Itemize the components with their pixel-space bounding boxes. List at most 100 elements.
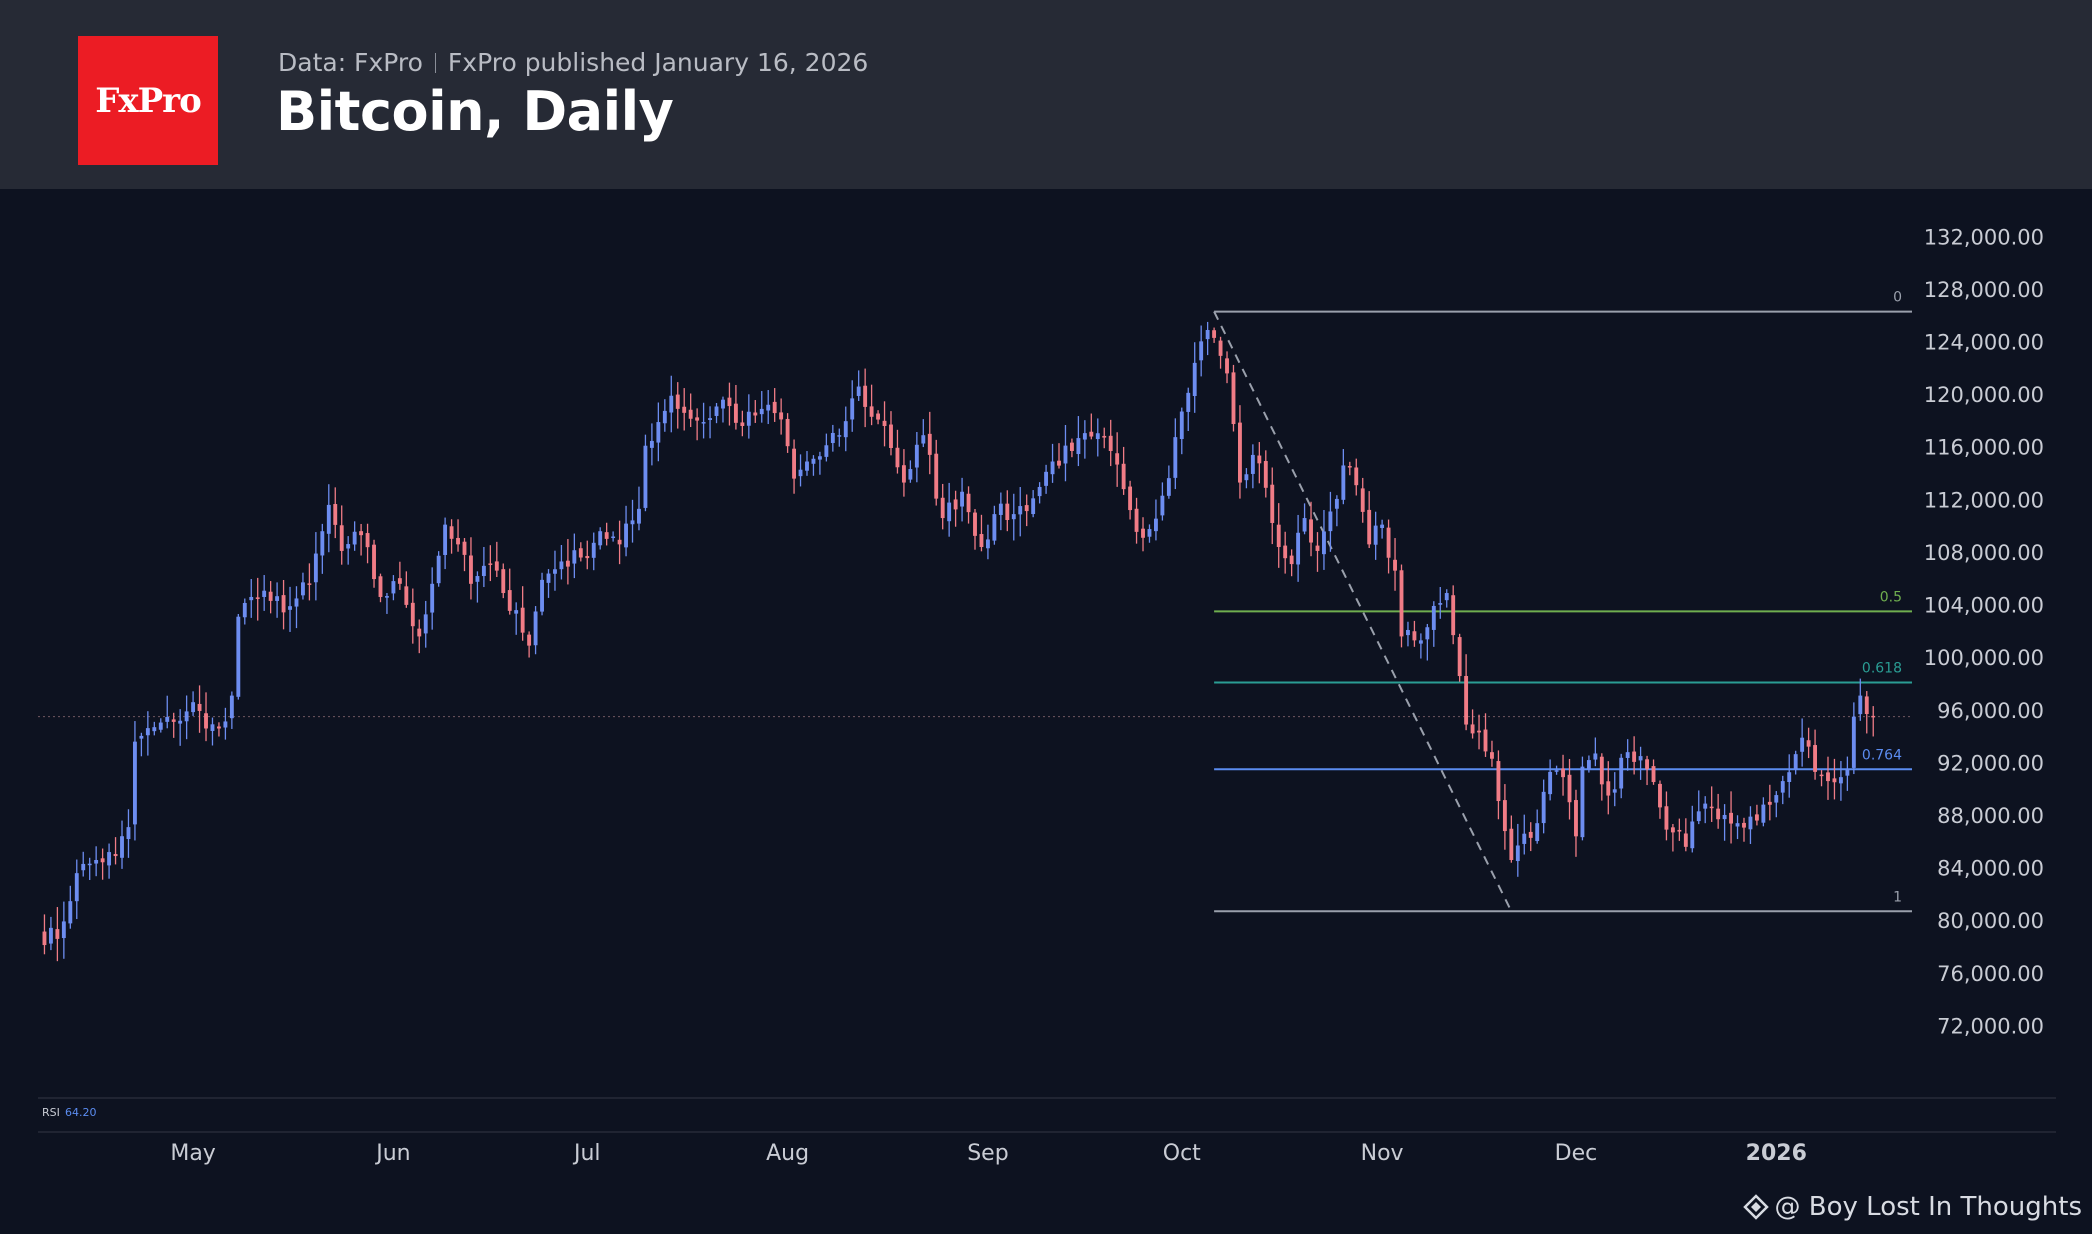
candle-body bbox=[746, 411, 751, 426]
candle-body bbox=[1069, 442, 1074, 451]
candle-body bbox=[1367, 509, 1372, 545]
candle-body bbox=[359, 531, 364, 536]
candle-body bbox=[882, 420, 887, 426]
candle-body bbox=[1845, 769, 1850, 776]
candle-body bbox=[1800, 737, 1805, 752]
candle-body bbox=[1005, 503, 1010, 521]
candle-body bbox=[1309, 519, 1313, 543]
candle-body bbox=[843, 421, 848, 438]
y-tick-label: 88,000.00 bbox=[1937, 804, 2044, 828]
candle-body bbox=[1018, 506, 1023, 515]
candle-body bbox=[1464, 675, 1469, 725]
candle-body bbox=[1031, 498, 1036, 515]
candle-body bbox=[1645, 759, 1649, 770]
candle-body bbox=[1470, 724, 1475, 734]
candle-body bbox=[1399, 570, 1404, 637]
candle-body bbox=[1296, 532, 1301, 565]
fib-level-label: 0 bbox=[1893, 290, 1902, 306]
candle-body bbox=[578, 548, 583, 558]
candle-body bbox=[352, 531, 357, 545]
candle-body bbox=[197, 703, 202, 711]
candle-body bbox=[733, 403, 738, 423]
candle-body bbox=[921, 435, 926, 444]
candle-body bbox=[68, 901, 73, 924]
candle-body bbox=[927, 433, 932, 455]
candle-body bbox=[469, 555, 473, 584]
x-tick-label: 2026 bbox=[1746, 1141, 1807, 1166]
candle-body bbox=[346, 544, 351, 549]
candle-body bbox=[171, 719, 176, 722]
candle-body bbox=[727, 397, 732, 407]
x-tick-label: Jun bbox=[374, 1141, 410, 1166]
candle-body bbox=[1218, 340, 1223, 356]
candle-body bbox=[378, 576, 383, 597]
published-date-label: FxPro published January 16, 2026 bbox=[447, 48, 869, 77]
candle-body bbox=[1166, 478, 1171, 496]
candle-body bbox=[1509, 828, 1514, 860]
candle-body bbox=[1703, 803, 1708, 809]
candle-body bbox=[1722, 814, 1727, 820]
candle-body bbox=[1102, 435, 1107, 438]
candle-body bbox=[165, 716, 170, 722]
candle-body bbox=[1393, 559, 1397, 571]
candle-body bbox=[591, 542, 596, 558]
candle-body bbox=[42, 931, 47, 946]
x-tick-label: Jul bbox=[572, 1141, 601, 1166]
candle-body bbox=[1651, 766, 1656, 783]
candle-body bbox=[682, 406, 687, 413]
candlestick-chart: 132,000.00 128,000.00 124,000.00 120,000.00… bbox=[38, 225, 2056, 1166]
fib-level-label: 0.5 bbox=[1880, 589, 1902, 605]
candle-body bbox=[410, 602, 415, 627]
candle-body bbox=[1425, 627, 1430, 640]
candle-body bbox=[533, 611, 538, 646]
candle-body bbox=[1418, 640, 1423, 644]
candle-body bbox=[1515, 845, 1520, 862]
candle-body bbox=[1477, 730, 1481, 733]
candle-body bbox=[798, 469, 803, 477]
candle-body bbox=[895, 447, 900, 468]
candle-body bbox=[598, 531, 603, 546]
candle-body bbox=[546, 573, 551, 583]
candle-body bbox=[1871, 715, 1876, 718]
candle-body bbox=[507, 590, 512, 611]
candle-body bbox=[1522, 833, 1527, 844]
candle-body bbox=[688, 409, 693, 419]
candle-body bbox=[1057, 460, 1061, 466]
candle-body bbox=[1838, 777, 1843, 784]
candle-body bbox=[462, 541, 467, 555]
candle-body bbox=[1813, 745, 1818, 772]
candle-body bbox=[1412, 631, 1417, 641]
candle-body bbox=[1250, 454, 1255, 474]
candle-body bbox=[817, 456, 822, 460]
candle-body bbox=[1257, 455, 1262, 464]
candle-body bbox=[1457, 637, 1462, 677]
y-tick-label: 128,000.00 bbox=[1924, 278, 2044, 302]
candle-body bbox=[1231, 372, 1236, 425]
candle-body bbox=[940, 497, 945, 519]
candle-body bbox=[1354, 467, 1359, 486]
candle-body bbox=[611, 536, 616, 539]
watermark: @ Boy Lost In Thoughts bbox=[1742, 1192, 2082, 1222]
candle-body bbox=[1225, 358, 1229, 374]
candle-body bbox=[585, 556, 590, 559]
candle-body bbox=[630, 520, 635, 525]
candle-body bbox=[662, 410, 667, 424]
candle-body bbox=[87, 863, 92, 866]
y-tick-label: 124,000.00 bbox=[1924, 331, 2044, 355]
candle-body bbox=[61, 921, 66, 939]
candle-body bbox=[1360, 488, 1365, 512]
y-tick-label: 84,000.00 bbox=[1937, 857, 2044, 881]
candle-body bbox=[1302, 518, 1307, 532]
candle-body bbox=[339, 525, 344, 551]
fib-level-label: 0.618 bbox=[1862, 660, 1902, 676]
candle-body bbox=[417, 628, 422, 637]
candle-body bbox=[656, 422, 661, 443]
candle-body bbox=[120, 836, 124, 858]
candle-body bbox=[1128, 486, 1133, 511]
subtitle-separator bbox=[434, 52, 436, 73]
candle-body bbox=[565, 560, 570, 567]
candle-body bbox=[1735, 823, 1740, 827]
candle-body bbox=[947, 502, 952, 522]
y-tick-label: 92,000.00 bbox=[1937, 751, 2044, 775]
candle-body bbox=[1076, 438, 1081, 455]
